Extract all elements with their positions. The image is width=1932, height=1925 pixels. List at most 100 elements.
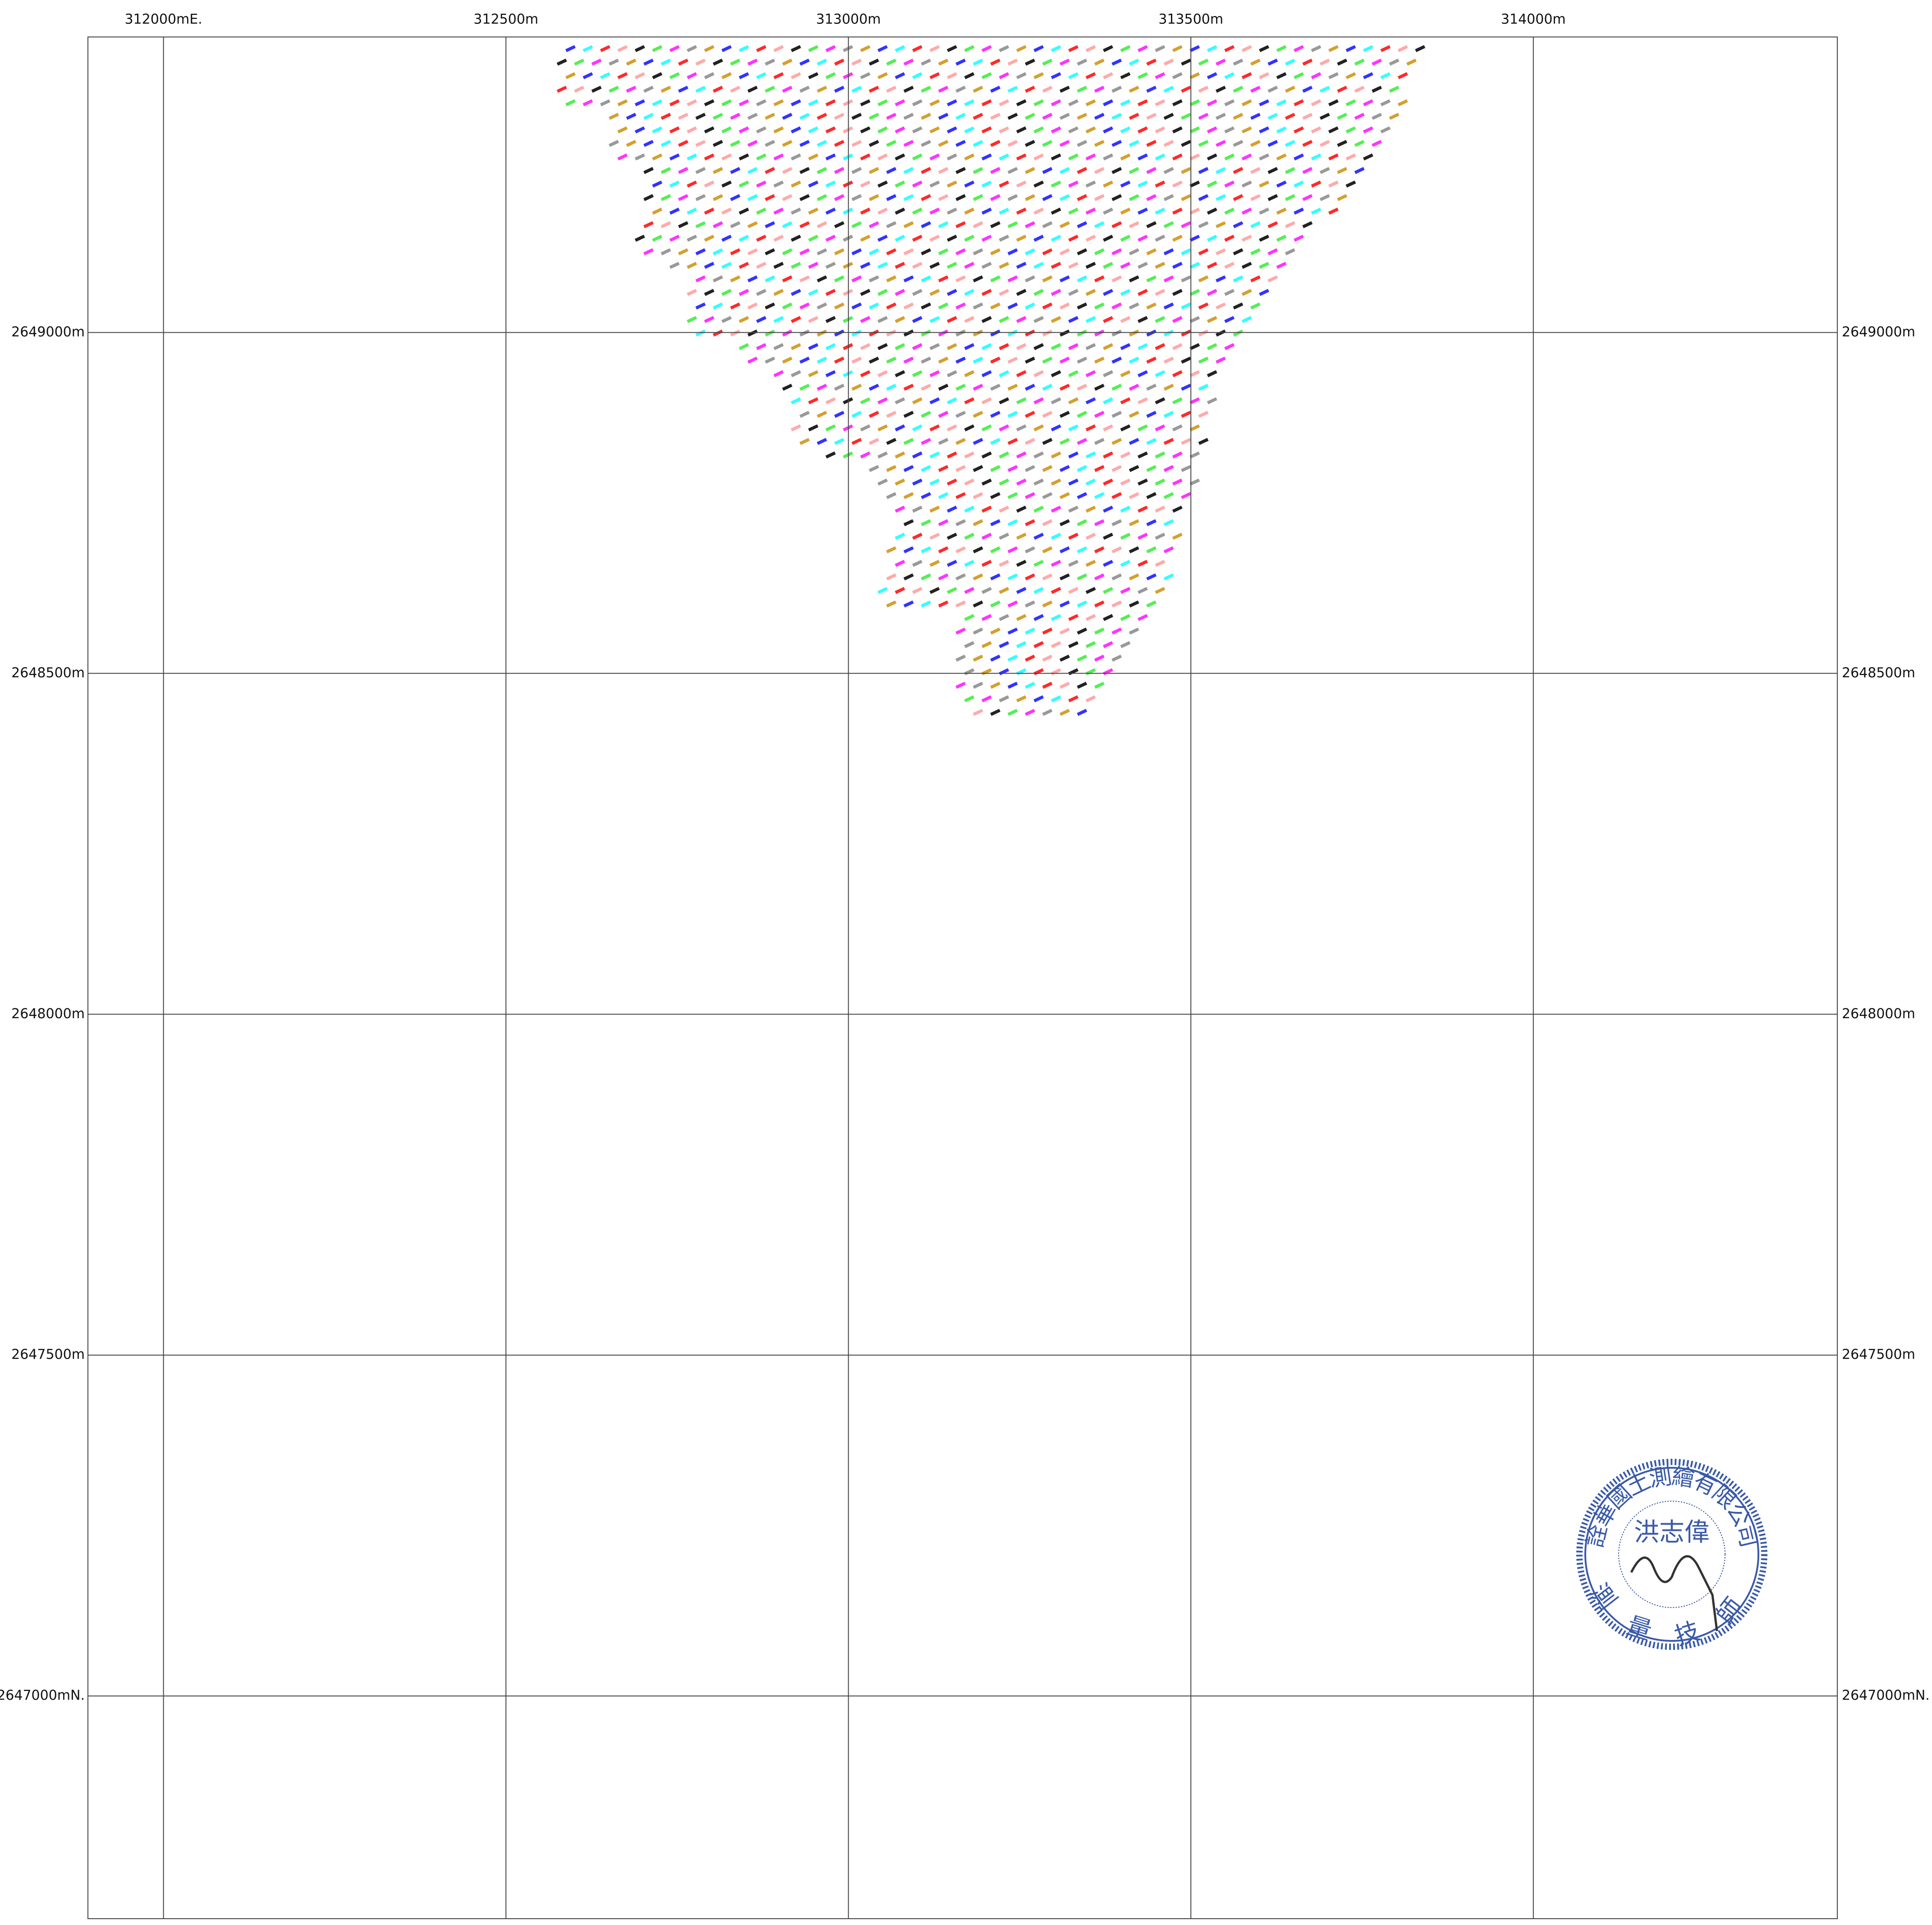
spot-height-mark xyxy=(1059,140,1070,147)
spot-height-mark xyxy=(1077,140,1088,147)
spot-height-mark xyxy=(1294,45,1304,52)
spot-height-mark xyxy=(730,113,741,120)
spot-height-mark xyxy=(834,411,844,418)
spot-height-mark xyxy=(981,695,992,703)
spot-height-mark xyxy=(1016,668,1027,675)
spot-height-mark xyxy=(895,153,905,161)
spot-height-mark xyxy=(1059,58,1070,66)
spot-height-mark xyxy=(1068,505,1079,513)
spot-height-mark xyxy=(799,140,810,147)
spot-height-mark xyxy=(990,708,1000,716)
spot-height-mark xyxy=(825,45,836,52)
spot-height-mark xyxy=(834,113,844,120)
spot-height-mark xyxy=(678,140,688,147)
spot-height-mark xyxy=(617,126,628,133)
spot-height-mark xyxy=(1337,86,1348,93)
spot-height-mark xyxy=(1198,329,1209,337)
spot-height-mark xyxy=(1120,370,1131,377)
spot-height-mark xyxy=(1354,113,1365,120)
spot-height-mark xyxy=(973,356,983,364)
spot-height-mark xyxy=(886,167,897,174)
spot-height-mark xyxy=(1328,180,1339,188)
spot-height-mark xyxy=(1172,99,1183,106)
spot-height-mark xyxy=(973,411,983,418)
spot-height-mark xyxy=(1085,587,1096,594)
spot-height-mark xyxy=(1051,370,1061,377)
spot-height-mark xyxy=(817,356,827,364)
spot-height-mark xyxy=(1077,194,1088,202)
spot-height-mark xyxy=(721,99,732,106)
spot-height-mark xyxy=(756,207,766,215)
spot-height-mark xyxy=(1276,99,1287,106)
spot-height-mark xyxy=(1016,641,1027,648)
spot-height-mark xyxy=(990,221,1000,229)
spot-height-mark xyxy=(1042,411,1053,418)
spot-height-mark xyxy=(1094,113,1105,120)
spot-height-mark xyxy=(1094,86,1105,93)
spot-height-mark xyxy=(1302,140,1313,147)
spot-height-mark xyxy=(1033,668,1044,675)
spot-height-mark xyxy=(695,194,706,202)
spot-height-mark xyxy=(1025,194,1035,202)
spot-height-mark xyxy=(1250,58,1261,66)
spot-height-mark xyxy=(903,329,914,337)
spot-height-mark xyxy=(790,424,801,432)
spot-height-mark xyxy=(773,180,784,188)
spot-height-mark xyxy=(868,383,879,391)
spot-height-mark xyxy=(1094,411,1105,418)
spot-height-mark xyxy=(1007,58,1018,66)
spot-height-mark xyxy=(981,668,992,675)
spot-height-mark xyxy=(1103,641,1113,648)
spot-height-mark xyxy=(634,153,645,161)
spot-height-mark xyxy=(1068,641,1079,648)
spot-height-mark xyxy=(1111,302,1122,310)
spot-height-mark xyxy=(1241,316,1252,323)
spot-height-mark xyxy=(1094,221,1105,229)
spot-height-mark xyxy=(1155,207,1166,215)
spot-height-mark xyxy=(886,411,897,418)
spot-height-mark xyxy=(1198,194,1209,202)
spot-height-mark xyxy=(955,383,966,391)
spot-height-mark xyxy=(661,194,671,202)
spot-height-mark xyxy=(843,45,854,52)
spot-height-mark xyxy=(990,194,1000,202)
spot-height-mark xyxy=(895,262,905,269)
spot-height-mark xyxy=(1129,600,1139,608)
spot-height-mark xyxy=(903,519,914,527)
spot-height-mark xyxy=(964,72,975,79)
spot-height-mark xyxy=(782,140,793,147)
surveyor-stamp: 詮華國土測繪有限公司 洪志偉 測量技師 xyxy=(1576,1459,1767,1650)
spot-height-mark xyxy=(643,58,654,66)
spot-height-mark xyxy=(843,153,854,161)
spot-height-mark xyxy=(1216,167,1226,174)
spot-height-mark xyxy=(1129,492,1139,499)
spot-height-mark xyxy=(1137,505,1148,513)
spot-height-mark xyxy=(1051,533,1061,540)
spot-height-mark xyxy=(730,221,741,229)
spot-height-mark xyxy=(1129,573,1139,581)
spot-height-mark xyxy=(1077,58,1088,66)
spot-height-mark xyxy=(946,289,957,296)
spot-height-mark xyxy=(851,140,862,147)
spot-height-mark xyxy=(1189,451,1200,459)
spot-height-mark xyxy=(929,316,940,323)
spot-height-mark xyxy=(704,289,715,296)
spot-height-mark xyxy=(661,248,671,256)
spot-height-mark xyxy=(1189,45,1200,52)
spot-height-mark xyxy=(886,248,897,256)
spot-height-mark xyxy=(790,370,801,377)
spot-height-mark xyxy=(1103,234,1113,242)
spot-height-mark xyxy=(721,262,732,269)
spot-height-mark xyxy=(860,72,871,79)
spot-height-mark xyxy=(929,560,940,567)
spot-height-mark xyxy=(825,316,836,323)
spot-height-mark xyxy=(695,167,706,174)
spot-height-mark xyxy=(1007,708,1018,716)
spot-height-mark xyxy=(955,600,966,608)
spot-height-mark xyxy=(747,275,758,283)
spot-height-mark xyxy=(990,140,1000,147)
spot-height-mark xyxy=(981,262,992,269)
spot-height-mark xyxy=(938,383,949,391)
spot-height-mark xyxy=(1224,99,1235,106)
spot-height-mark xyxy=(895,289,905,296)
